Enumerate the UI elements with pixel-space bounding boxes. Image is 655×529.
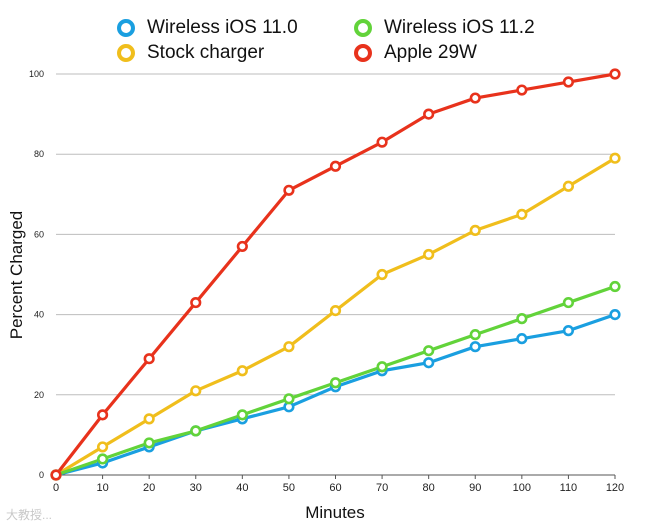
- data-point-apple-29w: [50, 469, 62, 481]
- legend-label-wireless-ios-11-2: Wireless iOS 11.2: [384, 17, 535, 38]
- y-tick-label: 0: [39, 470, 44, 480]
- x-tick-label: 50: [283, 482, 295, 494]
- axes: [55, 474, 616, 479]
- legend-label-wireless-ios-11-0: Wireless iOS 11.0: [147, 17, 298, 38]
- data-point-wireless-ios-11-2: [562, 296, 575, 309]
- legend-marker-apple-29w: [354, 44, 372, 62]
- x-tick-label: 100: [513, 482, 531, 494]
- x-tick-label: 20: [143, 482, 155, 494]
- data-point-stock-charger: [329, 304, 342, 317]
- data-point-apple-29w: [190, 296, 202, 309]
- x-tick-label: 110: [560, 482, 578, 494]
- data-point-stock-charger: [190, 385, 202, 397]
- series-line-apple-29w: [54, 72, 617, 477]
- data-point-stock-charger: [143, 413, 155, 425]
- x-tick-label: 60: [329, 482, 341, 494]
- legend-item-stock-charger: Stock charger: [117, 42, 264, 64]
- chart-legend: Wireless iOS 11.0 Stock charger Wireless…: [0, 0, 655, 70]
- data-point-stock-charger: [283, 341, 295, 353]
- data-point-wireless-ios-11-2: [283, 393, 295, 405]
- data-point-stock-charger: [562, 180, 575, 192]
- y-tick-label: 60: [34, 229, 44, 239]
- x-tick-label: 0: [53, 482, 59, 494]
- y-tick-label: 100: [29, 69, 44, 79]
- data-point-wireless-ios-11-2: [423, 345, 435, 357]
- data-point-apple-29w: [516, 84, 528, 96]
- series-points: [50, 68, 621, 481]
- x-tick-label: 90: [469, 482, 481, 494]
- data-point-wireless-ios-11-0: [469, 341, 481, 353]
- data-point-stock-charger: [376, 268, 388, 281]
- x-tick-label: 40: [236, 482, 248, 494]
- y-axis-label: Percent Charged: [7, 211, 26, 340]
- y-tick-label: 80: [34, 149, 44, 159]
- data-point-apple-29w: [609, 68, 621, 80]
- data-point-wireless-ios-11-2: [376, 361, 388, 373]
- data-point-wireless-ios-11-2: [96, 453, 109, 465]
- data-point-apple-29w: [469, 92, 481, 104]
- legend-marker-stock-charger: [117, 44, 135, 62]
- legend-marker-wireless-ios-11-0: [117, 19, 135, 37]
- data-point-apple-29w: [283, 184, 295, 196]
- data-point-wireless-ios-11-2: [236, 409, 248, 421]
- data-point-stock-charger: [236, 365, 248, 377]
- legend-label-stock-charger: Stock charger: [147, 42, 265, 63]
- x-tick-label: 80: [423, 482, 435, 494]
- data-point-stock-charger: [96, 441, 109, 453]
- data-point-apple-29w: [562, 76, 575, 88]
- data-point-wireless-ios-11-0: [562, 325, 575, 337]
- data-point-wireless-ios-11-0: [609, 309, 621, 321]
- data-point-stock-charger: [423, 248, 435, 261]
- data-point-apple-29w: [236, 240, 248, 253]
- data-point-wireless-ios-11-2: [190, 425, 202, 437]
- data-point-apple-29w: [423, 108, 435, 120]
- legend-item-wireless-ios-11-2: Wireless iOS 11.2: [354, 17, 535, 39]
- series-lines: [54, 72, 617, 477]
- data-point-stock-charger: [469, 224, 481, 236]
- data-point-wireless-ios-11-2: [609, 280, 621, 293]
- legend-item-wireless-ios-11-0: Wireless iOS 11.0: [117, 17, 298, 39]
- x-tick-label: 10: [96, 482, 108, 494]
- x-axis-label: Minutes: [305, 503, 365, 522]
- data-point-wireless-ios-11-2: [469, 329, 481, 341]
- x-tick-label: 30: [190, 482, 202, 494]
- y-tick-label: 20: [34, 390, 44, 400]
- data-point-apple-29w: [376, 136, 388, 148]
- data-point-wireless-ios-11-0: [423, 357, 435, 369]
- data-point-wireless-ios-11-2: [329, 377, 342, 389]
- watermark: 大教授...: [6, 508, 53, 522]
- x-tick-label: 120: [606, 482, 624, 494]
- data-point-wireless-ios-11-2: [516, 313, 528, 325]
- data-point-stock-charger: [516, 208, 528, 220]
- tick-labels: 0 20 40 60 80 100 0 10 20 30 40 50 60 70 80 90 100 110 120: [29, 69, 624, 494]
- legend-item-apple-29w: Apple 29W: [354, 42, 477, 64]
- data-point-wireless-ios-11-0: [516, 333, 528, 345]
- data-point-apple-29w: [143, 353, 155, 365]
- data-point-apple-29w: [329, 160, 342, 172]
- x-tick-label: 70: [376, 482, 388, 494]
- data-point-apple-29w: [96, 409, 109, 421]
- legend-marker-wireless-ios-11-2: [354, 19, 372, 37]
- legend-label-apple-29w: Apple 29W: [384, 42, 477, 63]
- data-point-stock-charger: [609, 152, 621, 164]
- y-tick-label: 40: [34, 310, 44, 320]
- gridlines: [56, 73, 615, 476]
- data-point-wireless-ios-11-2: [143, 437, 155, 449]
